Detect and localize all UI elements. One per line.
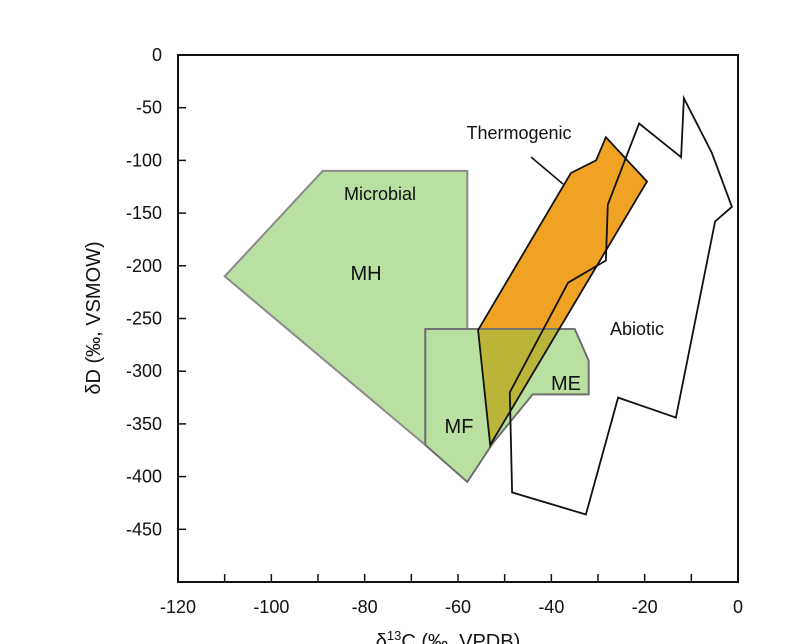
region-thermogenic-outline [477, 135, 649, 448]
x-tick-label: -100 [253, 597, 289, 617]
y-axis-title: δD (‰, VSMOW) [83, 241, 105, 394]
x-tick-label: -120 [160, 597, 196, 617]
x-tick-label: -40 [538, 597, 564, 617]
x-tick-label: 0 [733, 597, 743, 617]
label-abiotic: Abiotic [610, 319, 664, 339]
y-tick-label: -50 [136, 98, 162, 118]
y-tick-label: -250 [126, 309, 162, 329]
x-tick-label: -80 [352, 597, 378, 617]
y-tick-label: -450 [126, 519, 162, 539]
label-microbial: Microbial [344, 184, 416, 204]
x-axis-title: δ13C (‰, VPDB) [376, 628, 521, 644]
y-tick-label: -300 [126, 361, 162, 381]
thermogenic-leader-line [530, 156, 564, 185]
y-tick-label: -350 [126, 414, 162, 434]
x-tick-label: -20 [632, 597, 658, 617]
x-tick-label: -60 [445, 597, 471, 617]
region-abiotic [508, 94, 733, 516]
label-mf: MF [445, 416, 474, 438]
label-thermogenic: Thermogenic [466, 123, 571, 143]
label-mh: MH [350, 263, 381, 285]
y-tick-label: 0 [152, 45, 162, 65]
region-mf-me-outline [424, 328, 590, 484]
y-tick-label: -100 [126, 150, 162, 170]
y-tick-label: -150 [126, 203, 162, 223]
y-tick-label: -400 [126, 467, 162, 487]
label-me: ME [551, 373, 581, 395]
y-tick-label: -200 [126, 256, 162, 276]
